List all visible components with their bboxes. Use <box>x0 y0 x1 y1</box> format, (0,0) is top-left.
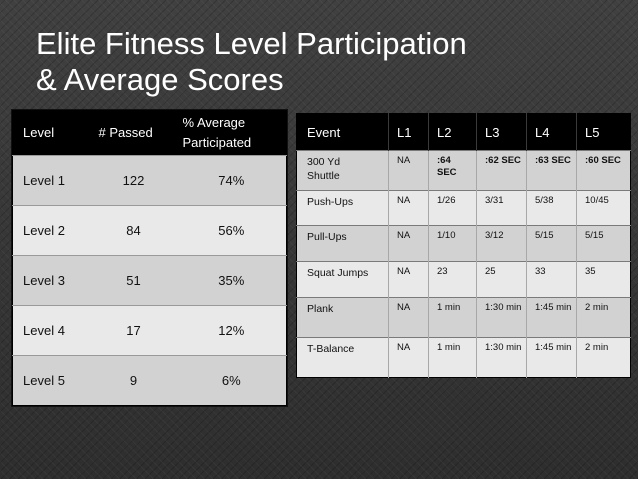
table-row: Level 5 9 6% <box>12 355 287 406</box>
l2-cell: 23 <box>428 261 477 298</box>
table-row: Plank NA 1 min 1:30 min 1:45 min 2 min <box>296 297 631 338</box>
passed-cell: 51 <box>90 255 177 306</box>
level-cell: Level 1 <box>12 155 91 206</box>
pct-cell: 35% <box>176 255 287 306</box>
l1-cell: NA <box>388 261 429 298</box>
table-row: 300 Yd Shuttle NA :64 SEC :62 SEC :63 SE… <box>296 150 631 191</box>
col-header-pct: % Average Participated <box>176 110 287 156</box>
event-cell: Pull-Ups <box>296 225 389 262</box>
l2-cell: 1 min <box>428 337 477 378</box>
col-header-passed: # Passed <box>90 110 177 156</box>
pct-cell: 74% <box>176 155 287 206</box>
col-header-l1: L1 <box>388 113 429 151</box>
l4-cell: 1:45 min <box>526 337 577 378</box>
l1-cell: NA <box>388 337 429 378</box>
pct-cell: 6% <box>176 355 287 406</box>
col-header-l5: L5 <box>576 113 631 151</box>
l5-cell: 35 <box>576 261 631 298</box>
l3-cell: :62 SEC <box>476 150 527 191</box>
l3-cell: 3/12 <box>476 225 527 262</box>
table-row: Level 1 122 74% <box>12 155 287 206</box>
slide-title: Elite Fitness Level Participation & Aver… <box>36 26 626 98</box>
l1-cell: NA <box>388 297 429 338</box>
table-row: Level 2 84 56% <box>12 205 287 256</box>
passed-cell: 84 <box>90 205 177 256</box>
l1-cell: NA <box>388 150 429 191</box>
level-cell: Level 5 <box>12 355 91 406</box>
l5-cell: :60 SEC <box>576 150 631 191</box>
l1-cell: NA <box>388 190 429 226</box>
event-line-1: 300 Yd <box>307 156 341 168</box>
l4-cell: :63 SEC <box>526 150 577 191</box>
scores-header-row: Event L1 L2 L3 L4 L5 <box>296 113 631 151</box>
title-line-2: & Average Scores <box>36 62 284 97</box>
l4-cell: 5/38 <box>526 190 577 226</box>
col-header-pct-line1: % Average <box>182 115 246 130</box>
table-row: T-Balance NA 1 min 1:30 min 1:45 min 2 m… <box>296 337 631 378</box>
l3-cell: 3/31 <box>476 190 527 226</box>
table-row: Squat Jumps NA 23 25 33 35 <box>296 261 631 298</box>
table-row: Push-Ups NA 1/26 3/31 5/38 10/45 <box>296 190 631 226</box>
event-cell: T-Balance <box>296 337 389 378</box>
col-header-pct-line2: Participated <box>182 135 252 150</box>
l2-cell: :64 SEC <box>428 150 477 191</box>
level-cell: Level 4 <box>12 305 91 356</box>
event-cell: Push-Ups <box>296 190 389 226</box>
col-header-event: Event <box>296 113 389 151</box>
l4-cell: 1:45 min <box>526 297 577 338</box>
passed-cell: 9 <box>90 355 177 406</box>
participation-table: Level # Passed % Average Participated Le… <box>12 110 287 406</box>
level-cell: Level 3 <box>12 255 91 306</box>
passed-cell: 17 <box>90 305 177 356</box>
l4-cell: 33 <box>526 261 577 298</box>
level-cell: Level 2 <box>12 205 91 256</box>
title-line-1: Elite Fitness Level Participation <box>36 26 467 61</box>
col-header-l4: L4 <box>526 113 577 151</box>
passed-cell: 122 <box>90 155 177 206</box>
table-row: Pull-Ups NA 1/10 3/12 5/15 5/15 <box>296 225 631 262</box>
l3-cell: 25 <box>476 261 527 298</box>
event-cell: Plank <box>296 297 389 338</box>
l3-cell: 1:30 min <box>476 337 527 378</box>
l5-cell: 10/45 <box>576 190 631 226</box>
event-cell: 300 Yd Shuttle <box>296 150 389 191</box>
l5-cell: 5/15 <box>576 225 631 262</box>
col-header-l3: L3 <box>476 113 527 151</box>
l2-cell: 1/26 <box>428 190 477 226</box>
participation-header-row: Level # Passed % Average Participated <box>12 110 287 156</box>
table-row: Level 3 51 35% <box>12 255 287 306</box>
col-header-level: Level <box>12 110 91 156</box>
l5-cell: 2 min <box>576 297 631 338</box>
pct-cell: 12% <box>176 305 287 356</box>
l1-cell: NA <box>388 225 429 262</box>
l5-cell: 2 min <box>576 337 631 378</box>
l2-cell: 1/10 <box>428 225 477 262</box>
l4-cell: 5/15 <box>526 225 577 262</box>
l3-cell: 1:30 min <box>476 297 527 338</box>
event-cell: Squat Jumps <box>296 261 389 298</box>
pct-cell: 56% <box>176 205 287 256</box>
event-line-2: Shuttle <box>307 170 340 182</box>
col-header-l2: L2 <box>428 113 477 151</box>
scores-table: Event L1 L2 L3 L4 L5 300 Yd Shuttle NA :… <box>296 113 631 378</box>
l2-cell: 1 min <box>428 297 477 338</box>
table-row: Level 4 17 12% <box>12 305 287 356</box>
